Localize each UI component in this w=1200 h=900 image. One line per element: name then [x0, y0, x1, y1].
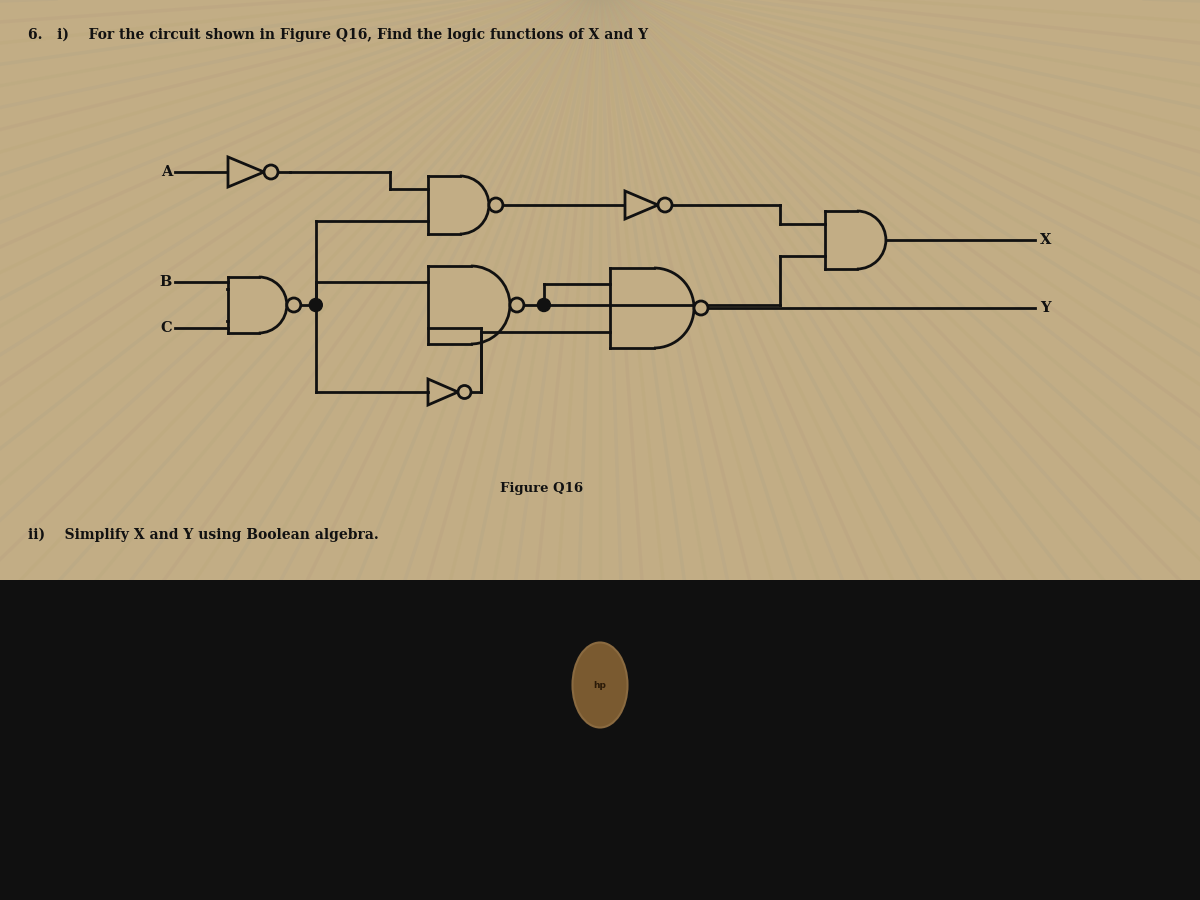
Text: hp: hp [594, 680, 606, 689]
Text: Figure Q16: Figure Q16 [500, 482, 583, 495]
Circle shape [264, 165, 278, 179]
Circle shape [488, 198, 503, 212]
FancyBboxPatch shape [0, 0, 1200, 590]
Polygon shape [228, 157, 264, 187]
Circle shape [287, 298, 301, 312]
Polygon shape [625, 191, 658, 219]
Text: B: B [160, 275, 172, 289]
Circle shape [458, 385, 472, 399]
Polygon shape [428, 176, 488, 234]
Text: ii)    Simplify X and Y using Boolean algebra.: ii) Simplify X and Y using Boolean algeb… [28, 528, 379, 543]
Ellipse shape [572, 643, 628, 727]
Polygon shape [428, 379, 458, 405]
Text: A: A [161, 165, 172, 179]
Circle shape [510, 298, 524, 312]
Text: Y: Y [1040, 301, 1050, 315]
FancyBboxPatch shape [0, 0, 1200, 590]
Circle shape [694, 301, 708, 315]
Circle shape [310, 299, 323, 311]
Text: X: X [1040, 233, 1051, 247]
Polygon shape [428, 266, 510, 344]
Polygon shape [228, 277, 287, 333]
FancyBboxPatch shape [0, 580, 1200, 900]
Text: 6.   i)    For the circuit shown in Figure Q16, Find the logic functions of X an: 6. i) For the circuit shown in Figure Q1… [28, 28, 648, 42]
Polygon shape [826, 211, 886, 269]
Polygon shape [610, 268, 694, 348]
Circle shape [658, 198, 672, 212]
Circle shape [538, 299, 551, 311]
Text: C: C [161, 321, 172, 335]
